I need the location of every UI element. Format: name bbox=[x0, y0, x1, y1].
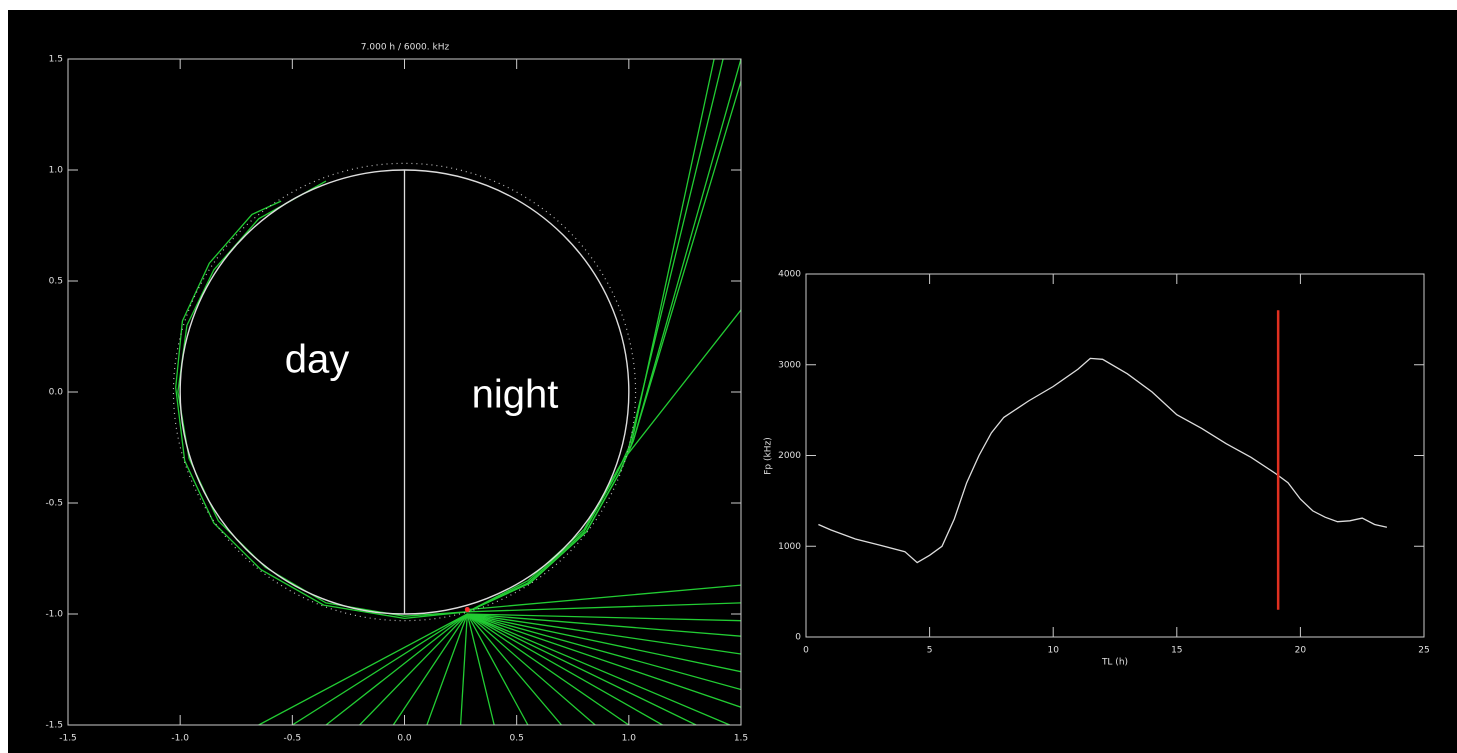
data-line bbox=[466, 613, 596, 725]
data-line bbox=[466, 613, 495, 725]
x-tick-label: 25 bbox=[1418, 646, 1429, 656]
x-tick-label: 0.0 bbox=[397, 734, 412, 744]
y-tick-label: 1000 bbox=[778, 542, 801, 552]
circle bbox=[172, 162, 637, 622]
x-tick-label: 1.5 bbox=[734, 734, 748, 744]
y-tick-label: 0 bbox=[795, 633, 801, 643]
data-line bbox=[459, 613, 468, 725]
data-line bbox=[467, 613, 697, 725]
y-tick-label: 3000 bbox=[778, 360, 801, 370]
data-line bbox=[467, 613, 741, 691]
annotation: day bbox=[285, 338, 350, 382]
y-tick-label: -1.5 bbox=[45, 721, 63, 731]
x-tick-label: 20 bbox=[1295, 646, 1307, 656]
x-tick-label: -1.0 bbox=[171, 734, 189, 744]
x-tick-label: 1.0 bbox=[622, 734, 637, 744]
y-tick-label: 0.0 bbox=[49, 388, 64, 398]
y-tick-label: -1.0 bbox=[45, 610, 63, 620]
circle bbox=[179, 169, 630, 615]
data-line bbox=[467, 613, 741, 708]
data-line bbox=[426, 613, 468, 725]
data-line bbox=[467, 602, 741, 613]
data-line bbox=[291, 613, 468, 725]
x-tick-label: 0.5 bbox=[510, 734, 524, 744]
y-tick-label: -0.5 bbox=[45, 499, 63, 509]
background bbox=[8, 10, 1457, 753]
data-line bbox=[466, 613, 630, 725]
x-tick-label: -0.5 bbox=[284, 734, 302, 744]
data-line bbox=[818, 357, 1388, 564]
data-line bbox=[467, 613, 741, 673]
data-line bbox=[325, 613, 468, 725]
y-tick-label: 0.5 bbox=[49, 277, 63, 287]
x-tick-label: 10 bbox=[1047, 646, 1059, 656]
y-tick-label: 1.5 bbox=[49, 55, 63, 65]
x-tick-label: -1.5 bbox=[59, 734, 77, 744]
y-tick-label: 4000 bbox=[778, 270, 801, 280]
x-tick-label: 5 bbox=[927, 646, 933, 656]
y-axis-label: Fp (kHz) bbox=[764, 437, 774, 474]
x-axis-label: TL (h) bbox=[1101, 658, 1128, 668]
data-line bbox=[466, 613, 529, 725]
y-tick-label: 2000 bbox=[778, 451, 801, 461]
data-line bbox=[467, 613, 741, 637]
chart-title: 7.000 h / 6000. kHz bbox=[361, 43, 450, 53]
data-line bbox=[467, 613, 731, 725]
data-line bbox=[175, 200, 468, 620]
data-line bbox=[467, 584, 741, 611]
data-line bbox=[359, 613, 468, 725]
y-tick-label: 1.0 bbox=[49, 166, 64, 176]
annotation: night bbox=[472, 373, 559, 417]
marker bbox=[464, 607, 470, 613]
data-line bbox=[467, 613, 741, 655]
data-line bbox=[467, 81, 741, 613]
x-tick-label: 0 bbox=[803, 646, 809, 656]
data-line bbox=[467, 613, 741, 622]
data-line bbox=[466, 613, 663, 725]
data-line bbox=[258, 613, 468, 725]
x-tick-label: 15 bbox=[1171, 646, 1182, 656]
data-line bbox=[392, 613, 468, 725]
data-line bbox=[466, 613, 562, 725]
